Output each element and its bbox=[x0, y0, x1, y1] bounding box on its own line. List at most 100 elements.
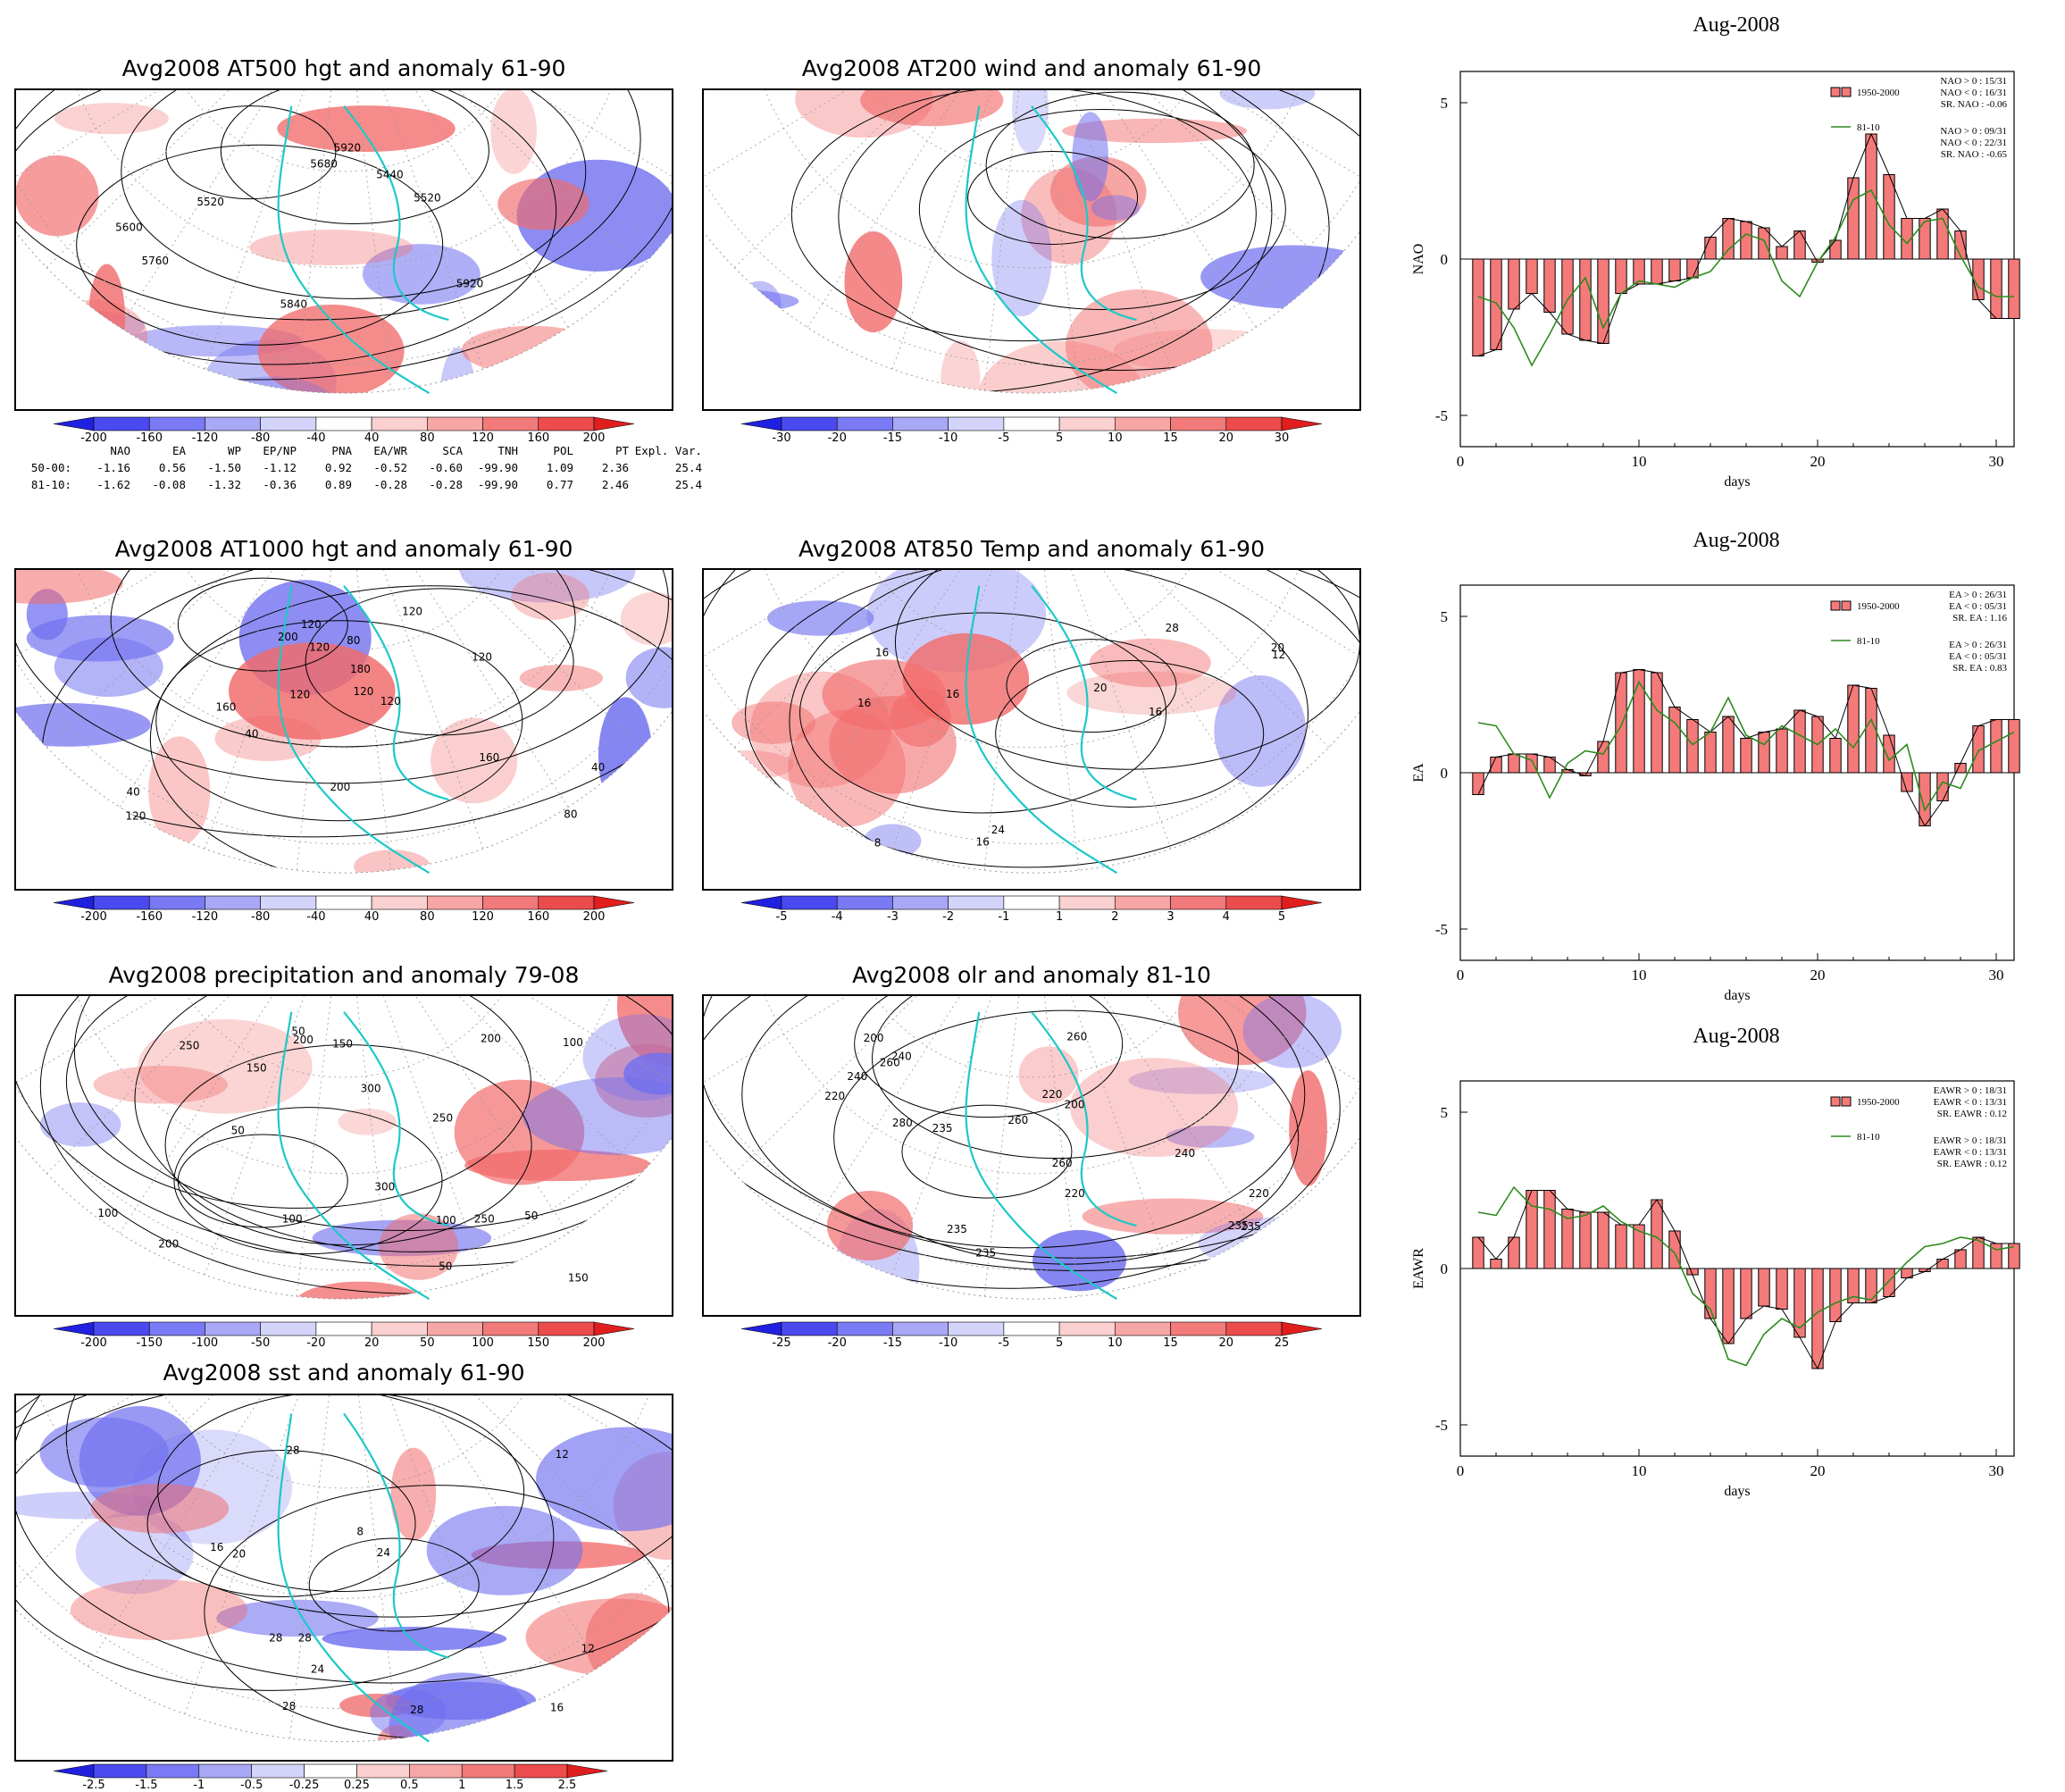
contour-label: 220 bbox=[1249, 1187, 1269, 1200]
contour-label: 16 bbox=[946, 688, 959, 700]
positive-anomaly-area bbox=[844, 231, 903, 333]
map-canvas: 2402602352002202352602202352402602202002… bbox=[704, 996, 1359, 1301]
bar bbox=[1651, 1199, 1663, 1269]
negative-anomaly-area bbox=[623, 1052, 672, 1095]
positive-anomaly-area bbox=[704, 1203, 760, 1277]
colorbar-tick-label: -150 bbox=[136, 1336, 163, 1350]
contour-label: 150 bbox=[568, 1271, 589, 1284]
y-tick-label: -5 bbox=[1435, 921, 1448, 938]
coastline bbox=[277, 1011, 449, 1301]
bar bbox=[1936, 1259, 1949, 1269]
contour-line bbox=[134, 996, 672, 1252]
bar-series-line bbox=[1477, 1190, 2014, 1370]
bar bbox=[1686, 719, 1699, 774]
bar bbox=[1579, 258, 1592, 341]
contour-line bbox=[789, 570, 1359, 874]
colorbar-swatch bbox=[514, 1763, 568, 1779]
contour-label: 220 bbox=[1065, 1187, 1085, 1200]
colorbar-swatch bbox=[461, 1763, 515, 1779]
contour-label: 300 bbox=[361, 1082, 381, 1094]
contour-label: 50 bbox=[231, 1124, 245, 1136]
contour-label: 120 bbox=[289, 688, 310, 700]
x-tick-label: 10 bbox=[1632, 453, 1647, 470]
bar bbox=[1936, 772, 1949, 801]
contour-label: 200 bbox=[278, 631, 298, 643]
index-cell: 2.36 bbox=[601, 461, 629, 474]
colorbar-tick-label: 3 bbox=[1166, 910, 1175, 924]
contour-line bbox=[1006, 639, 1177, 733]
colorbar-swatch bbox=[1225, 895, 1283, 910]
contour-label: 160 bbox=[479, 751, 499, 764]
bar bbox=[1793, 230, 1806, 260]
bar bbox=[1704, 732, 1717, 774]
colorbar-swatch bbox=[836, 1321, 893, 1336]
index-cell: 0.89 bbox=[324, 478, 352, 491]
colorbar-swatch bbox=[93, 895, 150, 910]
colorbar-swatch bbox=[427, 416, 483, 431]
index-cell: 1.09 bbox=[546, 461, 573, 474]
contour-line bbox=[704, 996, 1359, 1259]
colorbar-swatch bbox=[427, 1321, 483, 1336]
contour-label: 5520 bbox=[196, 196, 224, 208]
bar bbox=[1919, 218, 1931, 260]
contour-line bbox=[76, 144, 444, 346]
colorbar-swatch bbox=[251, 1763, 305, 1779]
contour-line bbox=[220, 90, 489, 224]
colorbar-swatches bbox=[53, 1321, 635, 1336]
legend-line-label: 81-10 bbox=[1857, 636, 1880, 647]
bar bbox=[1776, 1268, 1788, 1310]
colorbar-swatch bbox=[1058, 416, 1116, 431]
colorbar-low-arrow bbox=[53, 895, 95, 910]
index-table: NAO EA WP EP/NP PNA EA/WR SCA TNH POL PT… bbox=[20, 442, 702, 493]
colorbar-swatch bbox=[836, 895, 893, 910]
contour-label: 16 bbox=[976, 836, 990, 849]
negative-anomaly-area bbox=[1164, 843, 1302, 874]
positive-anomaly-area bbox=[16, 570, 123, 605]
colorbar-low-arrow bbox=[53, 416, 95, 431]
negative-anomaly-area bbox=[1091, 195, 1141, 221]
map-at500-colorbar: -200 -160 -120 -80 -40 40 80 120 160 200 bbox=[53, 416, 635, 453]
index-table-header: NAO EA WP EP/NP PNA EA/WR SCA TNH POL PT… bbox=[20, 442, 702, 459]
colorbar-swatch bbox=[1170, 416, 1227, 431]
colorbar-tick-label: 80 bbox=[420, 910, 435, 924]
contour-line bbox=[985, 91, 1255, 239]
negative-anomaly-area bbox=[322, 1627, 507, 1651]
index-header-cell: EP/NP bbox=[263, 444, 297, 457]
colorbar-swatch bbox=[538, 895, 595, 910]
contour-label: 260 bbox=[880, 1056, 900, 1068]
contour-line bbox=[790, 90, 1257, 342]
bar bbox=[1740, 738, 1752, 774]
index-header-cell: PNA bbox=[331, 444, 352, 457]
map-canvas bbox=[704, 90, 1359, 395]
index-cell: -99.90 bbox=[477, 461, 518, 474]
colorbar-swatch bbox=[205, 1321, 261, 1336]
contour-label: 5840 bbox=[280, 297, 308, 310]
x-tick-label: 10 bbox=[1632, 967, 1647, 984]
x-tick-label: 10 bbox=[1632, 1462, 1647, 1479]
y-tick-label: -5 bbox=[1435, 407, 1448, 424]
colorbar-swatch bbox=[260, 895, 317, 910]
bar bbox=[1543, 258, 1556, 313]
negative-anomaly-area bbox=[1128, 1067, 1276, 1094]
index-header-cell: TNH bbox=[497, 444, 518, 457]
legend-bar-stat: EAWR > 0 : 18/31 bbox=[1934, 1085, 2007, 1096]
colorbar-swatch bbox=[304, 1763, 357, 1779]
x-tick-label: 30 bbox=[1989, 1462, 2004, 1479]
colorbar-tick-label: 0.5 bbox=[399, 1779, 419, 1792]
positive-anomaly-area bbox=[826, 1190, 914, 1261]
colorbar-tick-label: 1 bbox=[1055, 910, 1064, 924]
legend-bar-stat: SR. NAO : -0.06 bbox=[1941, 99, 2008, 110]
bar bbox=[1508, 753, 1520, 774]
negative-anomaly-area bbox=[1198, 1217, 1352, 1270]
contour-label: 180 bbox=[350, 663, 371, 675]
colorbar-tick-label: 10 bbox=[1108, 1336, 1123, 1350]
contour-line bbox=[967, 150, 1139, 245]
x-tick-label: 30 bbox=[1989, 967, 2004, 984]
negative-anomaly-area bbox=[536, 1427, 672, 1531]
contour-label: 24 bbox=[991, 824, 1005, 836]
positive-anomaly-area bbox=[464, 1149, 652, 1182]
contour-label: 28 bbox=[282, 1700, 296, 1712]
contour-line bbox=[73, 996, 672, 1232]
colorbar-swatch bbox=[1003, 416, 1060, 431]
index-cell: -1.32 bbox=[207, 478, 241, 491]
